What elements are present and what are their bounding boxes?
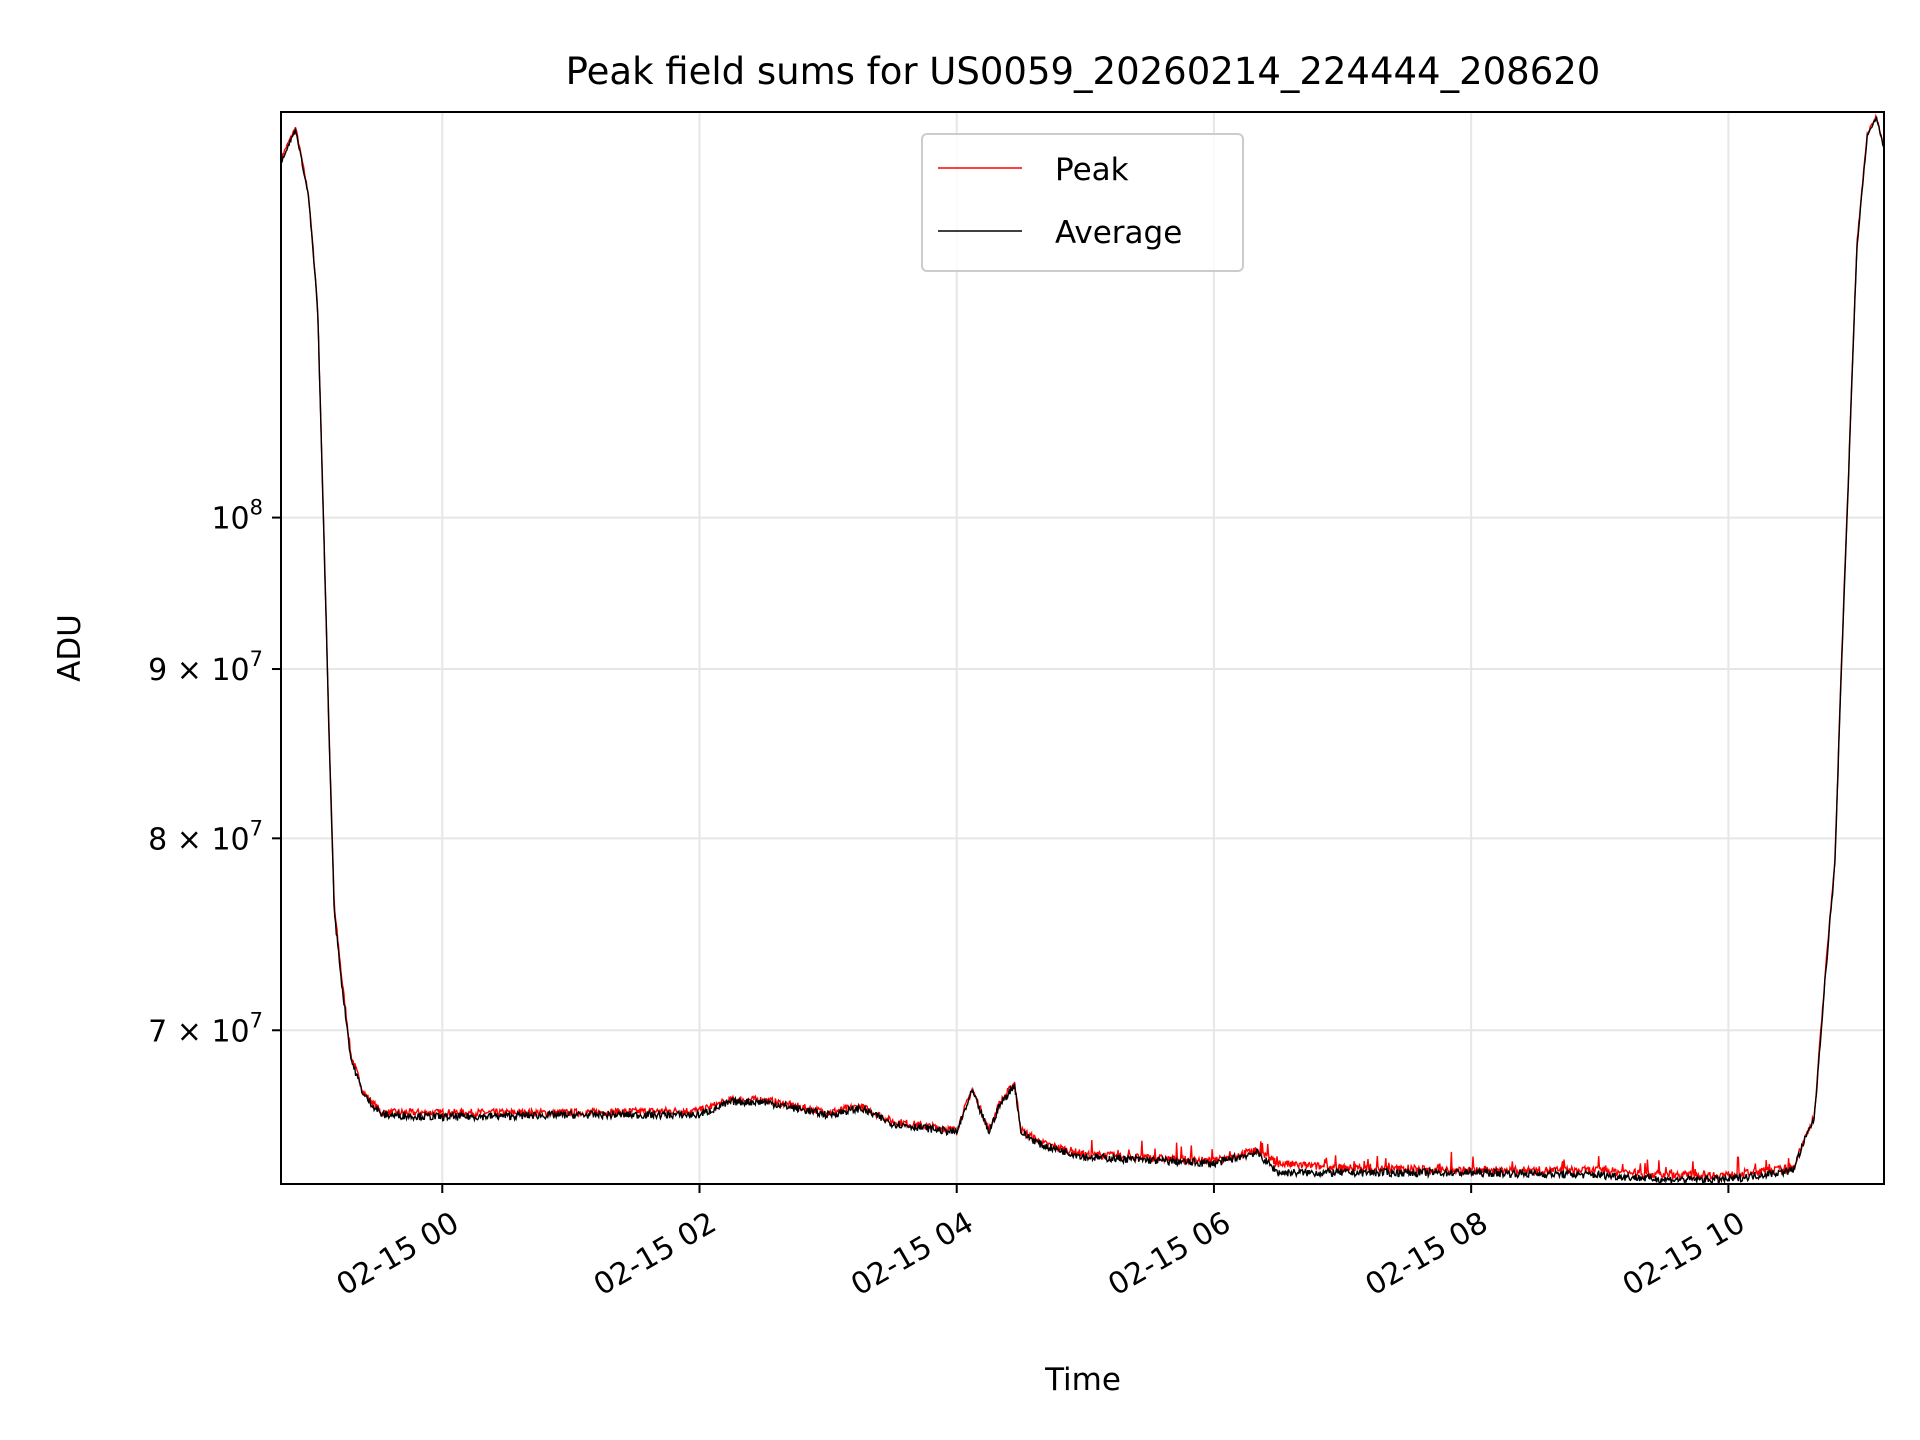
series-layer [281, 113, 1884, 1184]
y-tick-exponent: 7 [250, 647, 263, 671]
x-tick-label: 02-15 06 [1102, 1205, 1236, 1303]
y-tick-base: 10 [211, 822, 249, 857]
y-axis-label: ADU [52, 614, 88, 682]
x-axis: 02-15 00 02-15 02 02-15 04 02-15 06 02-15 08… [331, 1184, 1751, 1303]
y-tick-label: 7 × 107 [148, 1008, 263, 1049]
legend-label-peak: Peak [1055, 152, 1129, 188]
plot-frame [280, 111, 1885, 1185]
x-tick-label: 02-15 02 [588, 1205, 722, 1303]
y-tick-label: 108 [211, 496, 263, 537]
y-tick-base: 10 [211, 502, 249, 537]
y-tick-mantissa: 9 [148, 653, 167, 688]
y-tick-base: 10 [211, 653, 249, 688]
y-tick-exponent: 8 [250, 496, 263, 520]
series-line-peak [281, 113, 1884, 1181]
y-tick-mantissa: 7 [148, 1014, 167, 1049]
y-tick-times: × [167, 822, 211, 857]
series-line-average [281, 116, 1884, 1184]
y-tick-base: 10 [211, 1014, 249, 1049]
y-tick-exponent: 7 [250, 1008, 263, 1032]
legend-label-average: Average [1055, 215, 1182, 251]
x-tick-label: 02-15 08 [1360, 1205, 1494, 1303]
y-tick-label: 8 × 107 [148, 816, 263, 857]
y-tick-label: 9 × 107 [148, 647, 263, 688]
x-tick-label: 02-15 00 [331, 1205, 465, 1303]
legend: Peak Average [921, 133, 1244, 272]
y-tick-exponent: 7 [250, 816, 263, 840]
y-tick-mantissa: 8 [148, 822, 167, 857]
y-tick-times: × [167, 1014, 211, 1049]
x-tick-label: 02-15 04 [845, 1205, 979, 1303]
y-tick-times: × [167, 653, 211, 688]
chart-title: Peak field sums for US0059_20260214_2244… [566, 50, 1601, 93]
grid [281, 112, 1884, 1184]
x-tick-label: 02-15 10 [1617, 1205, 1751, 1303]
x-axis-label: Time [1044, 1362, 1121, 1398]
